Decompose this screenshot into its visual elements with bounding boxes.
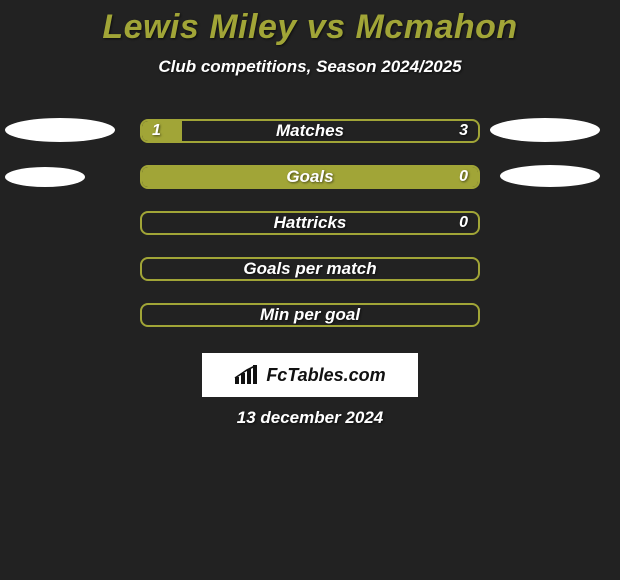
stat-label: Matches [142,121,478,141]
page-title: Lewis Miley vs Mcmahon [0,0,620,47]
stat-bar: Matches1 3 [140,119,480,143]
subtitle: Club competitions, Season 2024/2025 [0,57,620,77]
stat-row: Goals per match [0,257,620,303]
stat-row: Goals0 [0,165,620,211]
left-ellipse-placeholder [5,167,85,187]
stat-label: Goals per match [142,259,478,279]
right-ellipse-placeholder [490,118,600,142]
stat-right-value: 0 [459,213,468,233]
stat-row: Hattricks0 [0,211,620,257]
stat-right-value: 0 [459,167,468,187]
right-ellipse-placeholder [500,165,600,187]
comparison-infographic: Lewis Miley vs Mcmahon Club competitions… [0,0,620,580]
stat-bar: Goals0 [140,165,480,189]
stat-right-value: 3 [459,121,468,141]
left-ellipse-placeholder [5,118,115,142]
stat-label: Hattricks [142,213,478,233]
stat-row: Min per goal [0,303,620,349]
stat-bar: Goals per match [140,257,480,281]
brand-text: FcTables.com [266,365,385,386]
stat-row: Matches1 3 [0,119,620,165]
stat-bar: Min per goal [140,303,480,327]
stat-rows: Matches13Goals0Hattricks0Goals per match… [0,119,620,349]
stat-left-value: 1 [152,121,161,141]
date-text: 13 december 2024 [0,408,620,428]
brand-badge: FcTables.com [202,353,418,397]
stat-label: Min per goal [142,305,478,325]
stat-label: Goals [142,167,478,187]
stat-bar: Hattricks0 [140,211,480,235]
brand-chart-icon [234,365,260,385]
